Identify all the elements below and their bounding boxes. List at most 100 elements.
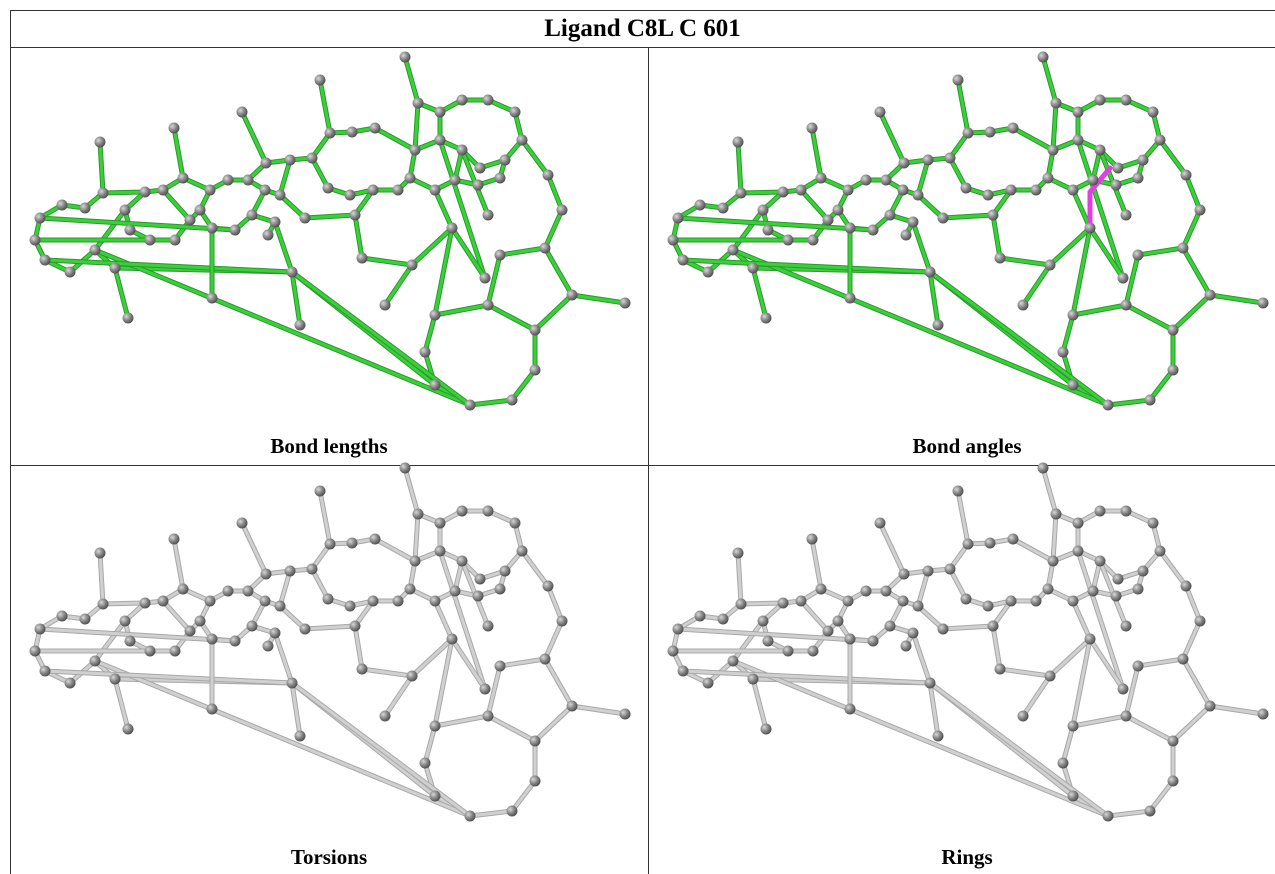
- atom: [1178, 243, 1189, 254]
- bond: [1023, 676, 1050, 716]
- atom: [430, 596, 441, 607]
- atom: [430, 310, 441, 321]
- atom: [123, 313, 134, 324]
- atom: [207, 634, 218, 645]
- atom: [447, 634, 458, 645]
- atom: [901, 641, 912, 652]
- atom: [1043, 584, 1054, 595]
- bond: [95, 210, 125, 250]
- atom: [1095, 145, 1106, 156]
- bond: [1043, 468, 1056, 514]
- atom: [195, 205, 206, 216]
- bond: [1173, 706, 1210, 741]
- atom: [457, 506, 468, 517]
- atom: [158, 185, 169, 196]
- bond: [435, 601, 452, 639]
- atom: [345, 190, 356, 201]
- atom: [961, 594, 972, 605]
- atom: [368, 596, 379, 607]
- atom: [1133, 661, 1144, 672]
- atom: [35, 213, 46, 224]
- atom: [483, 506, 494, 517]
- bond: [930, 683, 1108, 816]
- atom: [823, 215, 834, 226]
- atom: [1008, 534, 1019, 545]
- atom: [393, 185, 404, 196]
- atom: [207, 223, 218, 234]
- atom: [530, 325, 541, 336]
- atom: [748, 263, 759, 274]
- atom: [1133, 173, 1144, 184]
- atom: [796, 185, 807, 196]
- atom: [120, 205, 131, 216]
- bond: [512, 370, 535, 400]
- atom: [347, 127, 358, 138]
- atom: [1258, 709, 1269, 720]
- atom: [938, 213, 949, 224]
- atom: [1121, 506, 1132, 517]
- atom: [1073, 135, 1084, 146]
- atom: [90, 656, 101, 667]
- atom: [1121, 300, 1132, 311]
- atom: [243, 586, 254, 597]
- bond: [452, 639, 485, 689]
- bond: [1063, 726, 1073, 763]
- atom: [530, 365, 541, 376]
- bond: [115, 268, 128, 318]
- bond: [375, 128, 415, 150]
- atom: [885, 210, 896, 221]
- atom: [983, 190, 994, 201]
- atom: [140, 598, 151, 609]
- panel-label: Bond lengths: [10, 434, 648, 459]
- bond: [320, 491, 330, 544]
- atom: [1205, 701, 1216, 712]
- atom: [400, 52, 411, 63]
- atom: [913, 601, 924, 612]
- bond: [275, 222, 292, 272]
- bond: [385, 265, 412, 305]
- atom: [170, 646, 181, 657]
- atom: [110, 263, 121, 274]
- bond: [522, 551, 548, 586]
- atom: [315, 75, 326, 86]
- atom: [1195, 616, 1206, 627]
- atom: [1051, 98, 1062, 109]
- atom: [557, 616, 568, 627]
- bond: [733, 621, 763, 661]
- bond: [1073, 305, 1126, 315]
- atom: [507, 806, 518, 817]
- bond: [930, 272, 1108, 405]
- atom: [125, 636, 136, 647]
- atom: [473, 180, 484, 191]
- atom: [435, 107, 446, 118]
- panel-label: Torsions: [10, 845, 648, 870]
- bond: [1186, 586, 1200, 621]
- atom: [530, 736, 541, 747]
- atom: [450, 586, 461, 597]
- atom: [243, 175, 254, 186]
- bond: [242, 112, 266, 163]
- atom: [413, 98, 424, 109]
- bond: [435, 305, 488, 315]
- atom: [483, 210, 494, 221]
- bond: [958, 80, 968, 133]
- atom: [703, 267, 714, 278]
- atom: [728, 656, 739, 667]
- atom: [247, 210, 258, 221]
- atom: [985, 127, 996, 138]
- atom: [407, 671, 418, 682]
- atom: [80, 614, 91, 625]
- atom: [1178, 654, 1189, 665]
- atom: [733, 548, 744, 559]
- bond: [115, 679, 128, 729]
- atom: [1168, 776, 1179, 787]
- atom: [430, 791, 441, 802]
- atom: [325, 128, 336, 139]
- atom: [1145, 395, 1156, 406]
- atom: [567, 701, 578, 712]
- bond: [801, 190, 828, 220]
- atom: [540, 243, 551, 254]
- atom: [845, 704, 856, 715]
- atom: [95, 137, 106, 148]
- atom: [261, 158, 272, 169]
